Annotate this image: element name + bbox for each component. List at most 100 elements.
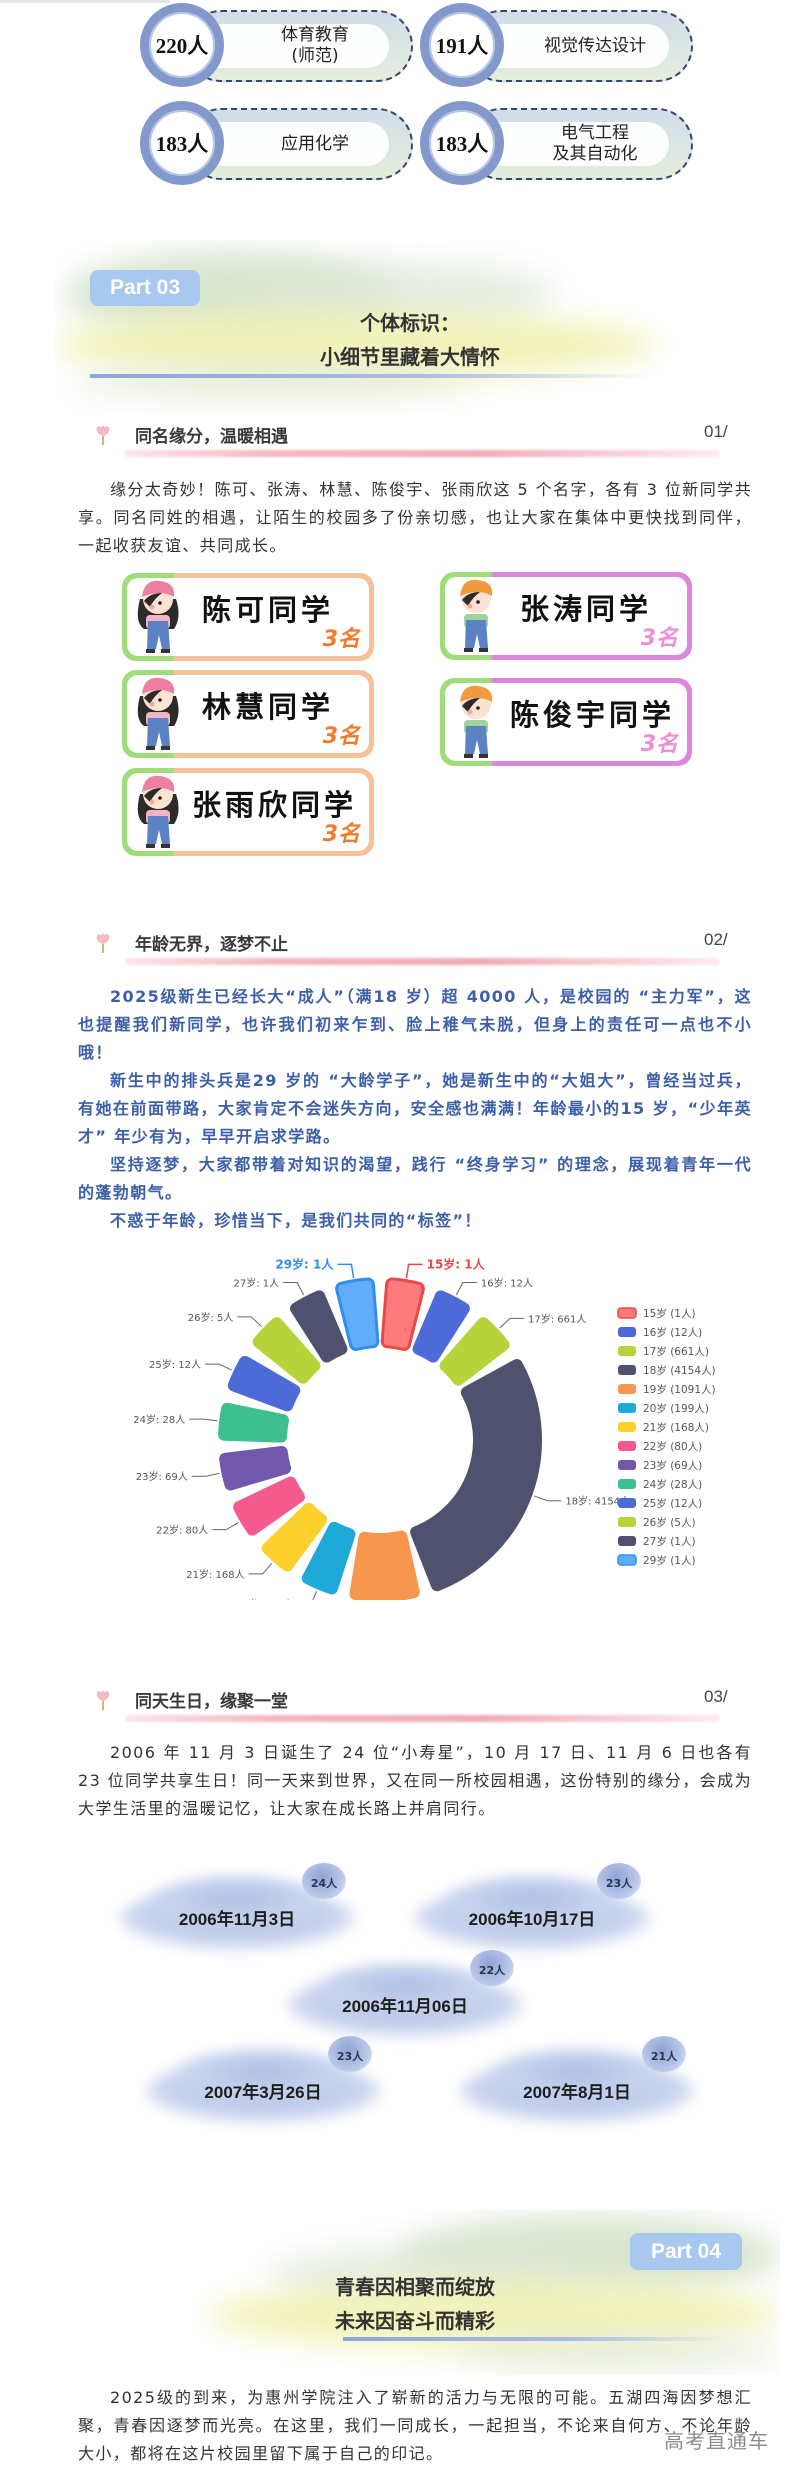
- major-name-line: (师范): [291, 46, 339, 66]
- cloud-badge: [328, 2036, 372, 2072]
- cloud-badge: [470, 1950, 514, 1986]
- legend-item[interactable]: 26岁 (5人): [618, 1516, 696, 1529]
- birthday-date: 2006年11月3日: [178, 1910, 296, 1929]
- slice-label: 17岁: 661人: [528, 1312, 586, 1325]
- count-circle: 220人: [140, 3, 224, 87]
- slice-label: 26岁: 5人: [188, 1311, 234, 1324]
- major-count: 191人: [435, 34, 489, 58]
- legend-item[interactable]: 20岁 (199人): [618, 1402, 709, 1415]
- label-leader-line: [237, 1316, 262, 1327]
- paragraph-text: 新生中的排头兵是29 岁的 “大龄学子”，她是新生中的“大姐大”，曾经当过兵，有…: [78, 1071, 752, 1146]
- paragraph-text: 不惑于年龄，珍惜当下，是我们共同的“标签”！: [110, 1211, 482, 1230]
- birthday-count: 22人: [478, 1964, 506, 1977]
- major-name: 电气工程 及其自动化: [515, 108, 675, 180]
- major-count: 183人: [155, 132, 209, 156]
- slice-22岁[interactable]: [233, 1476, 305, 1536]
- major-pill: [465, 10, 693, 82]
- legend-item[interactable]: 21岁 (168人): [618, 1421, 709, 1434]
- girl-cartoon-icon: [137, 677, 179, 750]
- slice-23岁[interactable]: [219, 1445, 292, 1491]
- legend-label: 15岁 (1人): [643, 1307, 696, 1320]
- legend-swatch: [618, 1422, 636, 1432]
- legend-item[interactable]: 24岁 (28人): [618, 1478, 702, 1491]
- legend-label: 17岁 (661人): [643, 1345, 709, 1358]
- part04-paragraph: 2025级的到来，为惠州学院注入了崭新的活力与无限的可能。五湖四海因梦想汇聚，青…: [78, 2384, 752, 2468]
- paragraph-text: 2006 年 11 月 3 日诞生了 24 位“小寿星”，10 月 17 日、1…: [78, 1743, 752, 1818]
- name-card-count: 3名: [640, 732, 678, 757]
- slice-18岁[interactable]: [410, 1359, 542, 1592]
- legend-item[interactable]: 23岁 (69人): [618, 1459, 702, 1472]
- slice-19岁[interactable]: [349, 1530, 420, 1600]
- birthday-count: 21人: [650, 2050, 678, 2063]
- label-leader-line: [189, 1418, 218, 1422]
- legend-swatch: [618, 1384, 636, 1394]
- slice-24岁[interactable]: [218, 1402, 290, 1443]
- birthday-cloud: 23人 2007年3月26日: [138, 2036, 388, 2138]
- major-card: 220人 体育教育 (师范): [140, 3, 415, 89]
- legend-swatch: [618, 1460, 636, 1470]
- name-card: 林慧同学 3名: [122, 670, 374, 758]
- legend-item[interactable]: 17岁 (661人): [618, 1345, 709, 1358]
- section3-paragraph: 2006 年 11 月 3 日诞生了 24 位“小寿星”，10 月 17 日、1…: [78, 1739, 752, 1823]
- section-number: 02/: [704, 930, 728, 949]
- legend-item[interactable]: 15岁 (1人): [617, 1307, 696, 1320]
- name-card-count: 3名: [640, 626, 678, 651]
- slice-label: 18岁: 4154人: [565, 1495, 630, 1508]
- count-circle: 183人: [140, 101, 224, 185]
- slice-20岁[interactable]: [301, 1521, 356, 1595]
- slice-label: 25岁: 12人: [149, 1358, 201, 1371]
- legend-item[interactable]: 18岁 (4154人): [618, 1364, 716, 1377]
- slice-17岁[interactable]: [439, 1317, 510, 1386]
- label-leader-line: [312, 1591, 318, 1600]
- legend-label: 16岁 (12人): [643, 1326, 702, 1339]
- legend-label: 21岁 (168人): [643, 1421, 709, 1434]
- slice-15岁[interactable]: [383, 1280, 422, 1348]
- boy-cartoon-icon: [460, 579, 493, 652]
- label-leader-line: [499, 1317, 525, 1329]
- part03-underline: [90, 374, 650, 378]
- legend-swatch: [618, 1327, 636, 1337]
- legend-swatch: [618, 1441, 636, 1451]
- part03-label: Part 03: [90, 270, 200, 306]
- legend-item[interactable]: 19岁 (1091人): [618, 1383, 716, 1396]
- legend-swatch: [618, 1498, 636, 1508]
- name-card-count: 3名: [322, 724, 360, 749]
- name-card: 张雨欣同学 3名: [122, 768, 374, 856]
- part03-title-line: 小细节里藏着大情怀: [320, 345, 500, 369]
- legend-label: 27岁 (1人): [643, 1535, 696, 1548]
- slice-26岁[interactable]: [252, 1317, 321, 1384]
- paragraph-text: 2025级的到来，为惠州学院注入了崭新的活力与无限的可能。五湖四海因梦想汇聚，青…: [78, 2388, 752, 2463]
- legend-item[interactable]: 27岁 (1人): [618, 1535, 696, 1548]
- legend-swatch: [618, 1346, 636, 1356]
- slice-29岁[interactable]: [338, 1280, 377, 1348]
- label-leader-line: [248, 1562, 273, 1575]
- legend-swatch: [618, 1517, 636, 1527]
- section-number: 01/: [704, 422, 728, 441]
- cloud-badge: [597, 1863, 641, 1899]
- legend-label: 20岁 (199人): [643, 1402, 709, 1415]
- birthday-cloud: 23人 2006年10月17日: [407, 1863, 657, 1965]
- legend-item[interactable]: 22岁 (80人): [618, 1440, 702, 1453]
- count-circle: 183人: [420, 101, 504, 185]
- name-card-name: 张涛同学: [520, 592, 653, 626]
- slice-27岁[interactable]: [290, 1290, 348, 1363]
- pink-brush-divider: [125, 450, 720, 457]
- name-card-name: 陈俊宇同学: [510, 698, 676, 732]
- label-leader-line: [283, 1281, 305, 1296]
- major-name-line: 视觉传达设计: [544, 35, 646, 56]
- label-leader-line: [205, 1363, 232, 1371]
- slice-25岁[interactable]: [227, 1355, 301, 1412]
- birthday-date: 2006年11月06日: [342, 1997, 468, 2016]
- legend-item[interactable]: 25岁 (12人): [618, 1497, 702, 1510]
- major-name: 视觉传达设计: [515, 10, 675, 82]
- legend-item[interactable]: 16岁 (12人): [618, 1326, 702, 1339]
- legend-item[interactable]: 29岁 (1人): [617, 1554, 696, 1567]
- major-name: 体育教育 (师范): [235, 10, 395, 82]
- slice-21岁[interactable]: [261, 1502, 328, 1572]
- label-leader-line: [455, 1281, 477, 1296]
- slice-16岁[interactable]: [412, 1290, 470, 1363]
- legend-label: 18岁 (4154人): [643, 1364, 716, 1377]
- birthday-count: 24人: [310, 1877, 338, 1890]
